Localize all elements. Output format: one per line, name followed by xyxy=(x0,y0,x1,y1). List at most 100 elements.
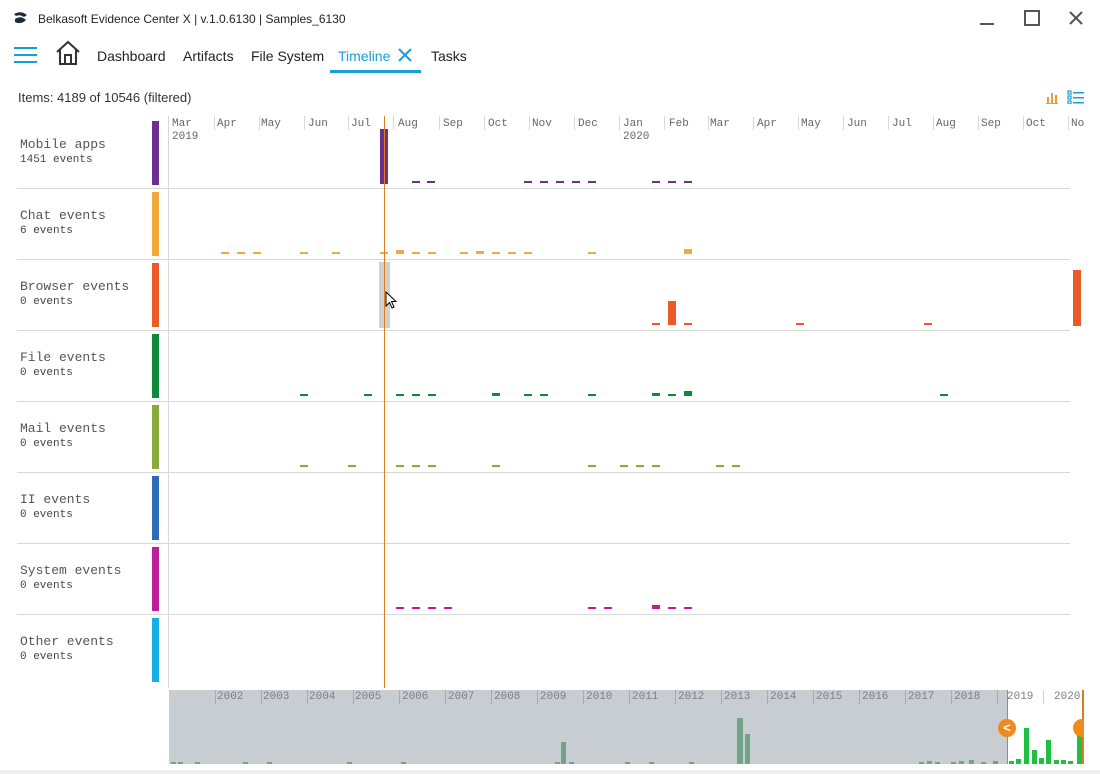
selection-right-handle[interactable] xyxy=(1073,719,1084,737)
event-mark[interactable] xyxy=(412,394,420,396)
event-mark[interactable] xyxy=(652,181,660,183)
event-mark[interactable] xyxy=(492,393,500,396)
event-mark[interactable] xyxy=(492,465,500,467)
event-mark[interactable] xyxy=(396,607,404,609)
row-label-file-events[interactable]: File events xyxy=(20,350,106,365)
event-mark[interactable] xyxy=(636,465,644,467)
row-label-mail-events[interactable]: Mail events xyxy=(20,421,106,436)
event-mark[interactable] xyxy=(940,394,948,396)
row-label-ii-events[interactable]: II events xyxy=(20,492,91,507)
event-mark[interactable] xyxy=(412,607,420,609)
event-bar[interactable] xyxy=(1073,270,1081,326)
event-mark[interactable] xyxy=(364,394,372,396)
selection-left-handle[interactable]: < xyxy=(998,719,1016,737)
month-label: Dec xyxy=(578,118,598,130)
event-mark[interactable] xyxy=(684,323,692,325)
event-mark[interactable] xyxy=(732,465,740,467)
event-mark[interactable] xyxy=(668,181,676,183)
event-mark[interactable] xyxy=(396,250,404,254)
tab-timeline[interactable]: Timeline xyxy=(338,48,391,64)
event-mark[interactable] xyxy=(684,249,692,254)
event-mark[interactable] xyxy=(524,252,532,254)
maximize-icon[interactable] xyxy=(1019,7,1045,31)
overview-timeline[interactable]: 2019 2020 < xyxy=(169,690,1084,764)
month-label: Mar xyxy=(172,118,192,130)
hamburger-icon[interactable] xyxy=(14,46,38,66)
event-mark[interactable] xyxy=(428,394,436,396)
event-mark[interactable] xyxy=(540,181,548,183)
event-mark[interactable] xyxy=(444,607,452,609)
tab-close-icon[interactable] xyxy=(397,47,413,63)
event-mark[interactable] xyxy=(508,252,516,254)
event-bar[interactable] xyxy=(668,301,676,325)
event-mark[interactable] xyxy=(492,252,500,254)
event-mark[interactable] xyxy=(428,252,436,254)
event-mark[interactable] xyxy=(684,391,692,396)
time-cursor-line[interactable] xyxy=(384,116,385,688)
tab-artifacts[interactable]: Artifacts xyxy=(183,48,234,64)
event-mark[interactable] xyxy=(556,181,564,183)
event-mark[interactable] xyxy=(253,252,261,254)
category-color-bar xyxy=(152,405,159,469)
event-mark[interactable] xyxy=(588,394,596,396)
event-mark[interactable] xyxy=(396,465,404,467)
event-mark[interactable] xyxy=(652,323,660,325)
list-view-icon[interactable] xyxy=(1067,90,1085,104)
year-tick xyxy=(951,690,952,704)
tab-dashboard[interactable]: Dashboard xyxy=(97,48,166,64)
event-mark[interactable] xyxy=(796,323,804,325)
event-mark[interactable] xyxy=(300,465,308,467)
event-mark[interactable] xyxy=(524,394,532,396)
home-icon[interactable] xyxy=(54,39,82,67)
row-label-system-events[interactable]: System events xyxy=(20,563,122,578)
event-mark[interactable] xyxy=(300,394,308,396)
close-icon[interactable] xyxy=(1063,7,1089,31)
event-mark[interactable] xyxy=(396,394,404,396)
event-mark[interactable] xyxy=(588,465,596,467)
overview-year-label: 2002 xyxy=(217,691,244,703)
row-label-other-events[interactable]: Other events xyxy=(20,634,114,649)
event-mark[interactable] xyxy=(668,607,676,609)
month-tick xyxy=(933,116,934,130)
event-mark[interactable] xyxy=(460,252,468,254)
event-mark[interactable] xyxy=(412,181,420,183)
event-mark[interactable] xyxy=(332,252,340,254)
row-label-mobile-apps[interactable]: Mobile apps xyxy=(20,137,106,152)
event-mark[interactable] xyxy=(684,607,692,609)
event-mark[interactable] xyxy=(716,465,724,467)
event-mark[interactable] xyxy=(348,465,356,467)
event-mark[interactable] xyxy=(684,181,692,183)
event-mark[interactable] xyxy=(588,181,596,183)
tab-tasks[interactable]: Tasks xyxy=(431,48,467,64)
event-mark[interactable] xyxy=(588,607,596,609)
event-mark[interactable] xyxy=(924,323,932,325)
row-label-chat-events[interactable]: Chat events xyxy=(20,208,106,223)
year-tick xyxy=(537,690,538,704)
event-mark[interactable] xyxy=(237,252,245,254)
event-mark[interactable] xyxy=(668,394,676,396)
event-mark[interactable] xyxy=(588,252,596,254)
overview-bar xyxy=(959,761,964,764)
event-mark[interactable] xyxy=(427,181,435,183)
bar-chart-icon[interactable] xyxy=(1045,90,1059,104)
overview-bar xyxy=(969,760,974,764)
event-mark[interactable] xyxy=(604,607,612,609)
event-mark[interactable] xyxy=(620,465,628,467)
event-mark[interactable] xyxy=(412,465,420,467)
event-mark[interactable] xyxy=(524,181,532,183)
event-mark[interactable] xyxy=(221,252,229,254)
row-label-browser-events[interactable]: Browser events xyxy=(20,279,130,294)
event-mark[interactable] xyxy=(652,605,660,609)
event-mark[interactable] xyxy=(572,181,580,183)
event-mark[interactable] xyxy=(412,252,420,254)
event-mark[interactable] xyxy=(428,607,436,609)
event-mark[interactable] xyxy=(652,393,660,396)
event-mark[interactable] xyxy=(652,465,660,467)
event-mark[interactable] xyxy=(428,465,436,467)
overview-selection-window[interactable]: 2019 2020 xyxy=(1007,690,1084,764)
event-mark[interactable] xyxy=(476,251,484,254)
event-mark[interactable] xyxy=(300,252,308,254)
tab-file-system[interactable]: File System xyxy=(251,48,325,64)
minimize-icon[interactable] xyxy=(974,7,1000,31)
event-mark[interactable] xyxy=(540,394,548,396)
